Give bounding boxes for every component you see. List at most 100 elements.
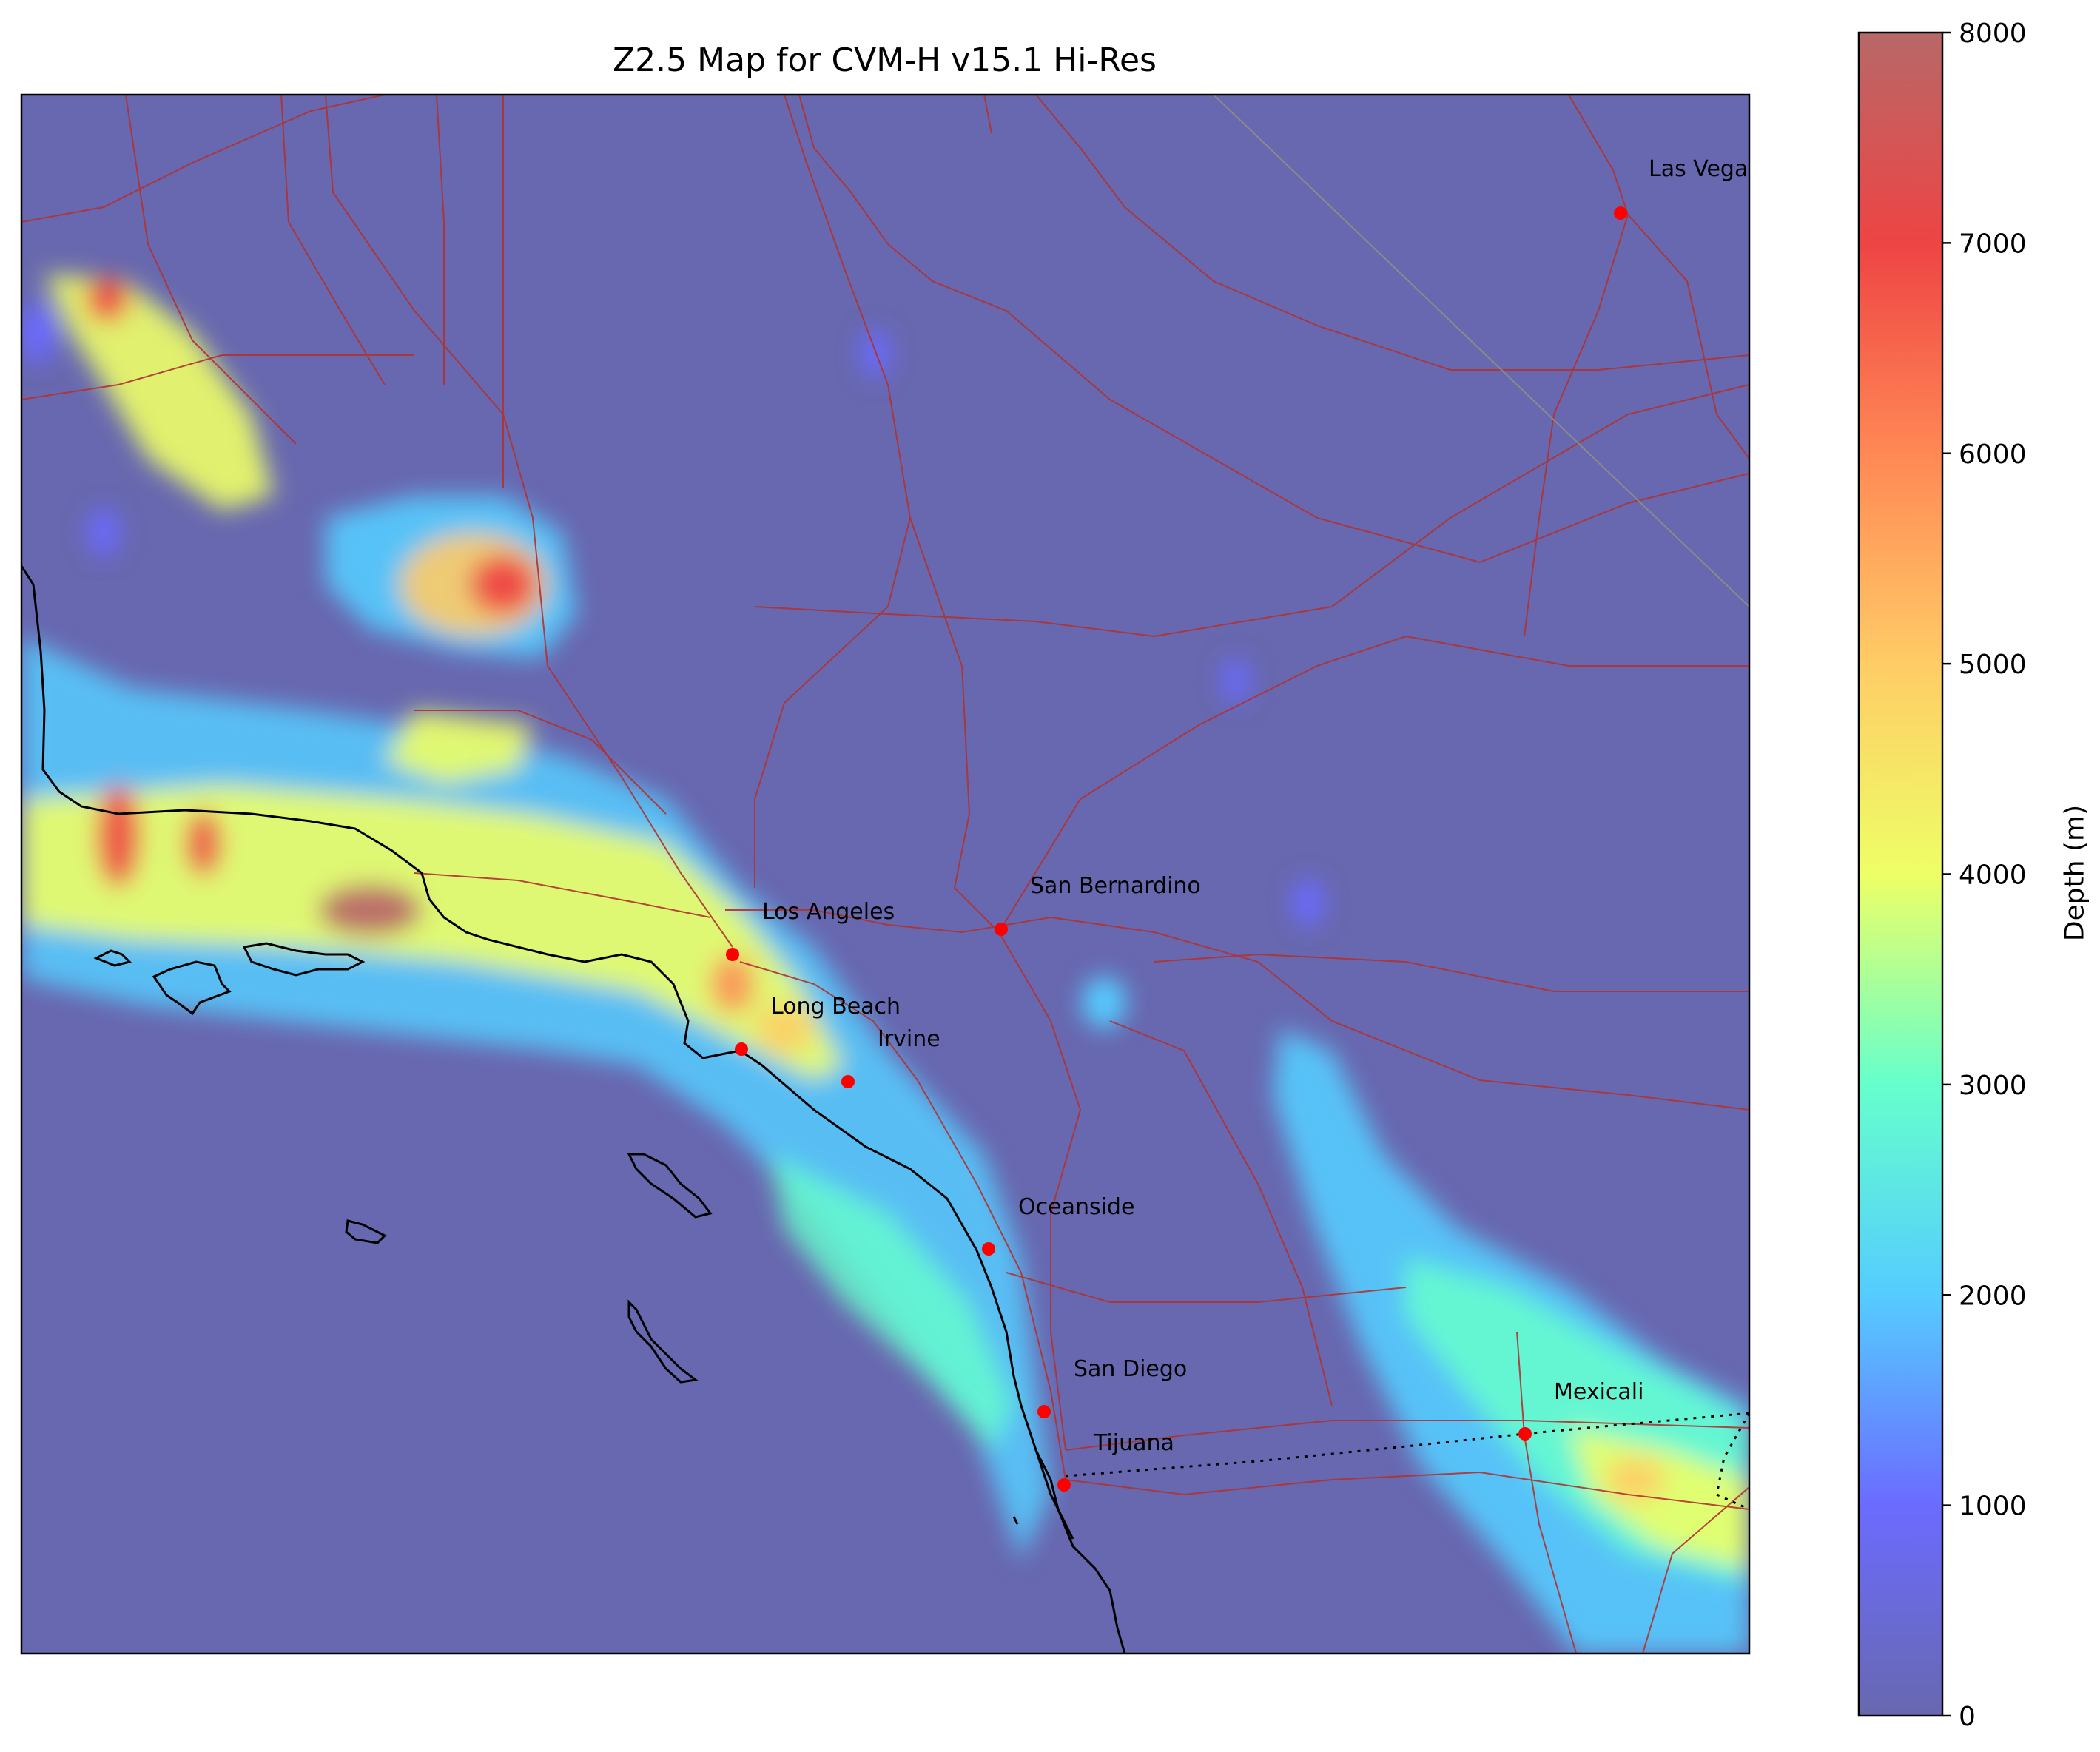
- depth-blob: [1292, 879, 1325, 926]
- map-title: Z2.5 Map for CVM-H v15.1 Hi-Res: [613, 41, 1157, 79]
- city-label: Los Angeles: [762, 899, 895, 925]
- city-label: San Bernardino: [1030, 873, 1201, 899]
- city-marker: [841, 1075, 855, 1088]
- city-san-bernardino[interactable]: San Bernardino: [995, 873, 1201, 936]
- road: [1642, 1486, 1749, 1654]
- colorbar-tick-label: 5000: [1959, 650, 2027, 680]
- island-san-nicolas: [345, 1219, 387, 1244]
- depth-offshore: [770, 1154, 1014, 1450]
- city-label: Tijuana: [1093, 1430, 1174, 1456]
- road: [909, 517, 1000, 933]
- colorbar-tick-label: 0: [1959, 1702, 1976, 1732]
- road: [1006, 1272, 1407, 1303]
- island-catalina: [627, 1153, 713, 1219]
- city-label: Long Beach: [771, 994, 901, 1020]
- road-network: [21, 95, 1749, 1654]
- depth-blob: [1222, 658, 1249, 703]
- depth-pocket: [1606, 1458, 1665, 1502]
- colorbar-tick-label: 1000: [1959, 1492, 2027, 1522]
- road: [21, 354, 414, 400]
- city-markers: Las Vegas San Bernardino Los Angeles Lon…: [726, 156, 1760, 1492]
- island-santa-cruz: [152, 960, 232, 1016]
- road: [280, 95, 386, 385]
- coast-baja: [1034, 1449, 1074, 1540]
- colorbar-tick-label: 3000: [1959, 1071, 2027, 1101]
- city-long-beach[interactable]: Long Beach: [735, 994, 901, 1056]
- road: [998, 635, 1749, 933]
- road: [1516, 1331, 1577, 1654]
- city-oceanside[interactable]: Oceanside: [982, 1194, 1134, 1256]
- colorbar-tick-label: 6000: [1959, 439, 2027, 470]
- road: [725, 909, 1749, 1111]
- depth-band-mid: [21, 784, 844, 1080]
- depth-blob: [1082, 977, 1126, 1028]
- road: [414, 710, 667, 815]
- map-area: Las Vegas San Bernardino Los Angeles Lon…: [21, 95, 1760, 1654]
- city-label: San Diego: [1074, 1356, 1187, 1382]
- island-small: [1012, 1516, 1019, 1525]
- city-marker: [1518, 1427, 1532, 1441]
- city-label: Oceanside: [1018, 1194, 1134, 1220]
- depth-tulare: [44, 274, 274, 511]
- city-san-diego[interactable]: San Diego: [1037, 1356, 1187, 1418]
- island-santa-rosa: [242, 942, 366, 977]
- depth-field: [21, 274, 1749, 1654]
- island-anacapa: [93, 949, 132, 967]
- coast-mainland: [21, 565, 1126, 1654]
- depth-pocket: [96, 784, 141, 888]
- city-marker: [1057, 1478, 1071, 1492]
- depth-pocket: [85, 277, 129, 322]
- map-frame: [20, 93, 1751, 1655]
- city-label: Las Vegas: [1649, 156, 1760, 182]
- city-marker: [726, 948, 739, 961]
- city-marker: [982, 1242, 995, 1256]
- road: [1154, 953, 1749, 992]
- road: [754, 384, 1749, 638]
- road: [125, 95, 297, 445]
- colorbar-tick-label: 8000: [1959, 18, 2027, 49]
- state-border: [1213, 95, 1749, 607]
- city-marker: [995, 923, 1008, 936]
- depth-pocket: [318, 884, 422, 936]
- road: [1524, 95, 1629, 637]
- city-mexicali[interactable]: Mexicali: [1518, 1379, 1643, 1441]
- colorbar-gradient: [1859, 33, 1942, 1716]
- city-irvine[interactable]: Irvine: [841, 1026, 940, 1088]
- road: [739, 961, 1066, 1480]
- colorbar-label: Depth (m): [2059, 804, 2090, 942]
- city-tijuana[interactable]: Tijuana: [1057, 1430, 1174, 1492]
- road: [1109, 1020, 1333, 1406]
- road: [983, 95, 992, 134]
- road: [325, 95, 733, 948]
- colorbar-tick-label: 4000: [1959, 860, 2027, 891]
- city-los-angeles[interactable]: Los Angeles: [726, 899, 895, 961]
- international-border: [1065, 1412, 1749, 1478]
- depth-blob: [21, 303, 55, 363]
- road: [1627, 214, 1749, 459]
- depth-pocket: [755, 1003, 814, 1054]
- city-marker: [1614, 206, 1627, 220]
- depth-pocket: [710, 954, 755, 1014]
- depth-band-north: [385, 710, 533, 784]
- road: [1065, 1420, 1749, 1451]
- depth-pocket: [185, 810, 222, 877]
- road: [1065, 1471, 1749, 1510]
- city-label: Irvine: [878, 1026, 940, 1052]
- road: [21, 95, 386, 223]
- road: [436, 95, 445, 385]
- colorbar-ticks: 0 1000 2000 3000 4000 5000 6000 7000 8000: [1942, 18, 2027, 1732]
- depth-blob: [87, 509, 120, 556]
- island-san-clemente: [627, 1299, 699, 1384]
- road: [414, 872, 711, 918]
- depth-blob: [861, 330, 890, 377]
- state-border-dotted: [1715, 1412, 1749, 1511]
- city-marker: [1037, 1405, 1051, 1418]
- colorbar-tick-label: 2000: [1959, 1281, 2027, 1311]
- colorbar-tick-label: 7000: [1959, 229, 2027, 259]
- city-label: Mexicali: [1554, 1379, 1643, 1405]
- city-marker: [735, 1042, 748, 1056]
- depth-pocket: [470, 555, 536, 614]
- city-las-vegas[interactable]: Las Vegas: [1614, 156, 1760, 220]
